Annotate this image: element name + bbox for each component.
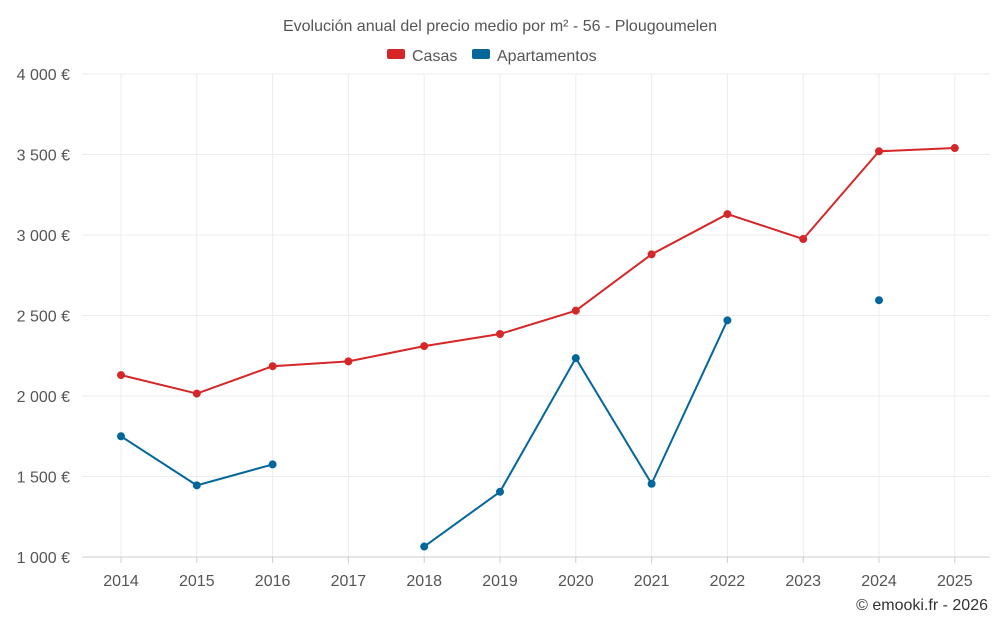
legend-item-casas[interactable]: Casas	[387, 48, 457, 65]
x-tick-label: 2018	[406, 573, 442, 590]
legend-swatch-apartamentos	[472, 49, 490, 59]
x-tick-label: 2023	[785, 573, 821, 590]
y-tick-label: 4 000 €	[17, 67, 70, 84]
data-point-casas[interactable]	[571, 306, 580, 315]
x-tick-label: 2019	[482, 573, 518, 590]
series-apartamentos	[117, 296, 883, 551]
data-point-apartamentos[interactable]	[875, 296, 883, 305]
data-point-apartamentos[interactable]	[420, 542, 429, 551]
legend-label-apartamentos: Apartamentos	[497, 48, 597, 65]
data-point-casas[interactable]	[420, 342, 429, 351]
data-point-apartamentos[interactable]	[117, 432, 125, 441]
chart-title: Evolución anual del precio medio por m² …	[283, 18, 717, 35]
y-tick-label: 1 000 €	[17, 550, 70, 567]
data-point-apartamentos[interactable]	[268, 460, 277, 469]
data-point-apartamentos[interactable]	[496, 487, 504, 496]
x-tick-label: 2020	[558, 573, 594, 590]
y-tick-label: 2 500 €	[17, 309, 70, 326]
x-tick-label: 2024	[861, 573, 897, 590]
x-tick-label: 2015	[179, 573, 215, 590]
x-tick-label: 2017	[331, 573, 367, 590]
data-point-apartamentos[interactable]	[647, 479, 656, 488]
grid	[82, 73, 990, 557]
x-axis: 2014 2015 2016 2017 2018 2019 2020 2021 2022 2023…	[82, 556, 990, 590]
y-tick-label: 1 500 €	[17, 470, 70, 487]
data-point-apartamentos[interactable]	[571, 354, 580, 363]
data-point-apartamentos[interactable]	[192, 481, 201, 490]
data-point-casas[interactable]	[496, 330, 504, 339]
x-tick-label: 2025	[937, 573, 973, 590]
data-point-casas[interactable]	[875, 147, 883, 156]
series-casas	[117, 144, 959, 398]
data-point-casas[interactable]	[117, 371, 125, 380]
x-tick-label: 2014	[103, 573, 139, 590]
series-layer	[117, 144, 959, 551]
data-point-apartamentos[interactable]	[723, 316, 732, 325]
y-axis: 1 000 € 1 500 € 2 000 € 2 500 € 3 000 € 3 500…	[17, 67, 70, 567]
data-point-casas[interactable]	[344, 357, 353, 366]
credit-text: © emooki.fr - 2026	[856, 597, 988, 614]
data-point-casas[interactable]	[268, 362, 277, 371]
y-tick-label: 3 500 €	[17, 148, 70, 165]
legend-item-apartamentos[interactable]: Apartamentos	[472, 48, 597, 65]
series-line-casas	[120, 147, 955, 395]
legend-swatch-casas	[387, 49, 405, 59]
x-tick-label: 2022	[710, 573, 746, 590]
legend-label-casas: Casas	[412, 48, 457, 65]
x-tick-label: 2021	[634, 573, 670, 590]
data-point-casas[interactable]	[723, 210, 732, 219]
x-tick-label: 2016	[255, 573, 291, 590]
data-point-casas[interactable]	[192, 389, 201, 398]
y-tick-label: 2 000 €	[17, 389, 70, 406]
y-tick-label: 3 000 €	[17, 228, 70, 245]
data-point-casas[interactable]	[647, 250, 656, 259]
legend: Casas Apartamentos	[387, 48, 597, 65]
data-point-casas[interactable]	[799, 235, 808, 244]
data-point-casas[interactable]	[950, 144, 959, 153]
